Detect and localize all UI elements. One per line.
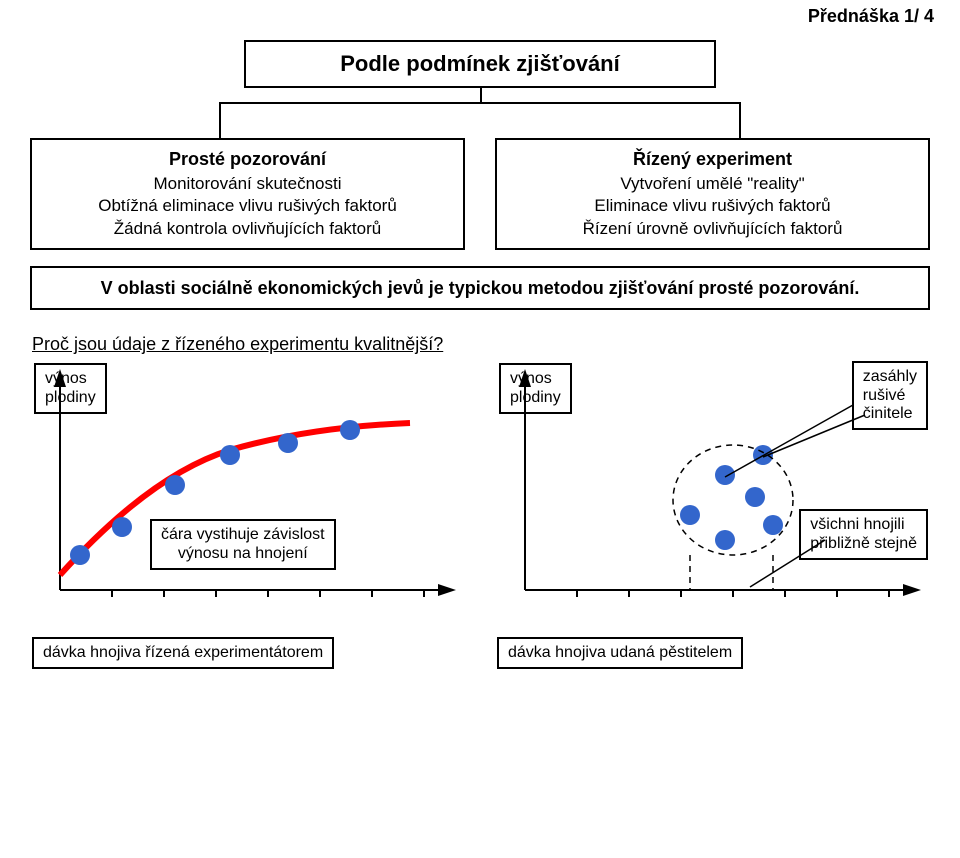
page-header: Přednáška 1/ 4 (808, 6, 934, 27)
right-branch-title: Řízený experiment (507, 148, 918, 171)
wide-summary-box: V oblasti sociálně ekonomických jevů je … (30, 266, 930, 311)
right-branch-l3: Řízení úrovně ovlivňujících faktorů (507, 218, 918, 240)
right-branch-l2: Eliminace vlivu rušivých faktorů (507, 195, 918, 217)
left-branch-l3: Žádná kontrola ovlivňujících faktorů (42, 218, 453, 240)
branch-row: Prosté pozorování Monitorování skutečnos… (30, 138, 930, 250)
left-branch-l1: Monitorování skutečnosti (42, 173, 453, 195)
right-chart-svg (495, 365, 935, 625)
right-chart: výnosplodiny zasáhlyrušivéčinitele všich… (495, 359, 930, 669)
right-x-label: dávka hnojiva udaná pěstitelem (497, 637, 743, 669)
right-branch-l1: Vytvoření umělé "reality" (507, 173, 918, 195)
left-chart-svg (30, 365, 470, 625)
charts-row: výnosplodiny čára vystihuje závislostvýn… (30, 359, 930, 669)
right-branch-box: Řízený experiment Vytvoření umělé "reali… (495, 138, 930, 250)
left-branch-box: Prosté pozorování Monitorování skutečnos… (30, 138, 465, 250)
question-heading: Proč jsou údaje z řízeného experimentu k… (32, 334, 930, 355)
title-box: Podle podmínek zjišťování (244, 40, 716, 88)
left-x-label: dávka hnojiva řízená experimentátorem (32, 637, 334, 669)
left-branch-l2: Obtížná eliminace vlivu rušivých faktorů (42, 195, 453, 217)
left-chart: výnosplodiny čára vystihuje závislostvýn… (30, 359, 465, 669)
tree-connector (30, 88, 930, 138)
left-branch-title: Prosté pozorování (42, 148, 453, 171)
